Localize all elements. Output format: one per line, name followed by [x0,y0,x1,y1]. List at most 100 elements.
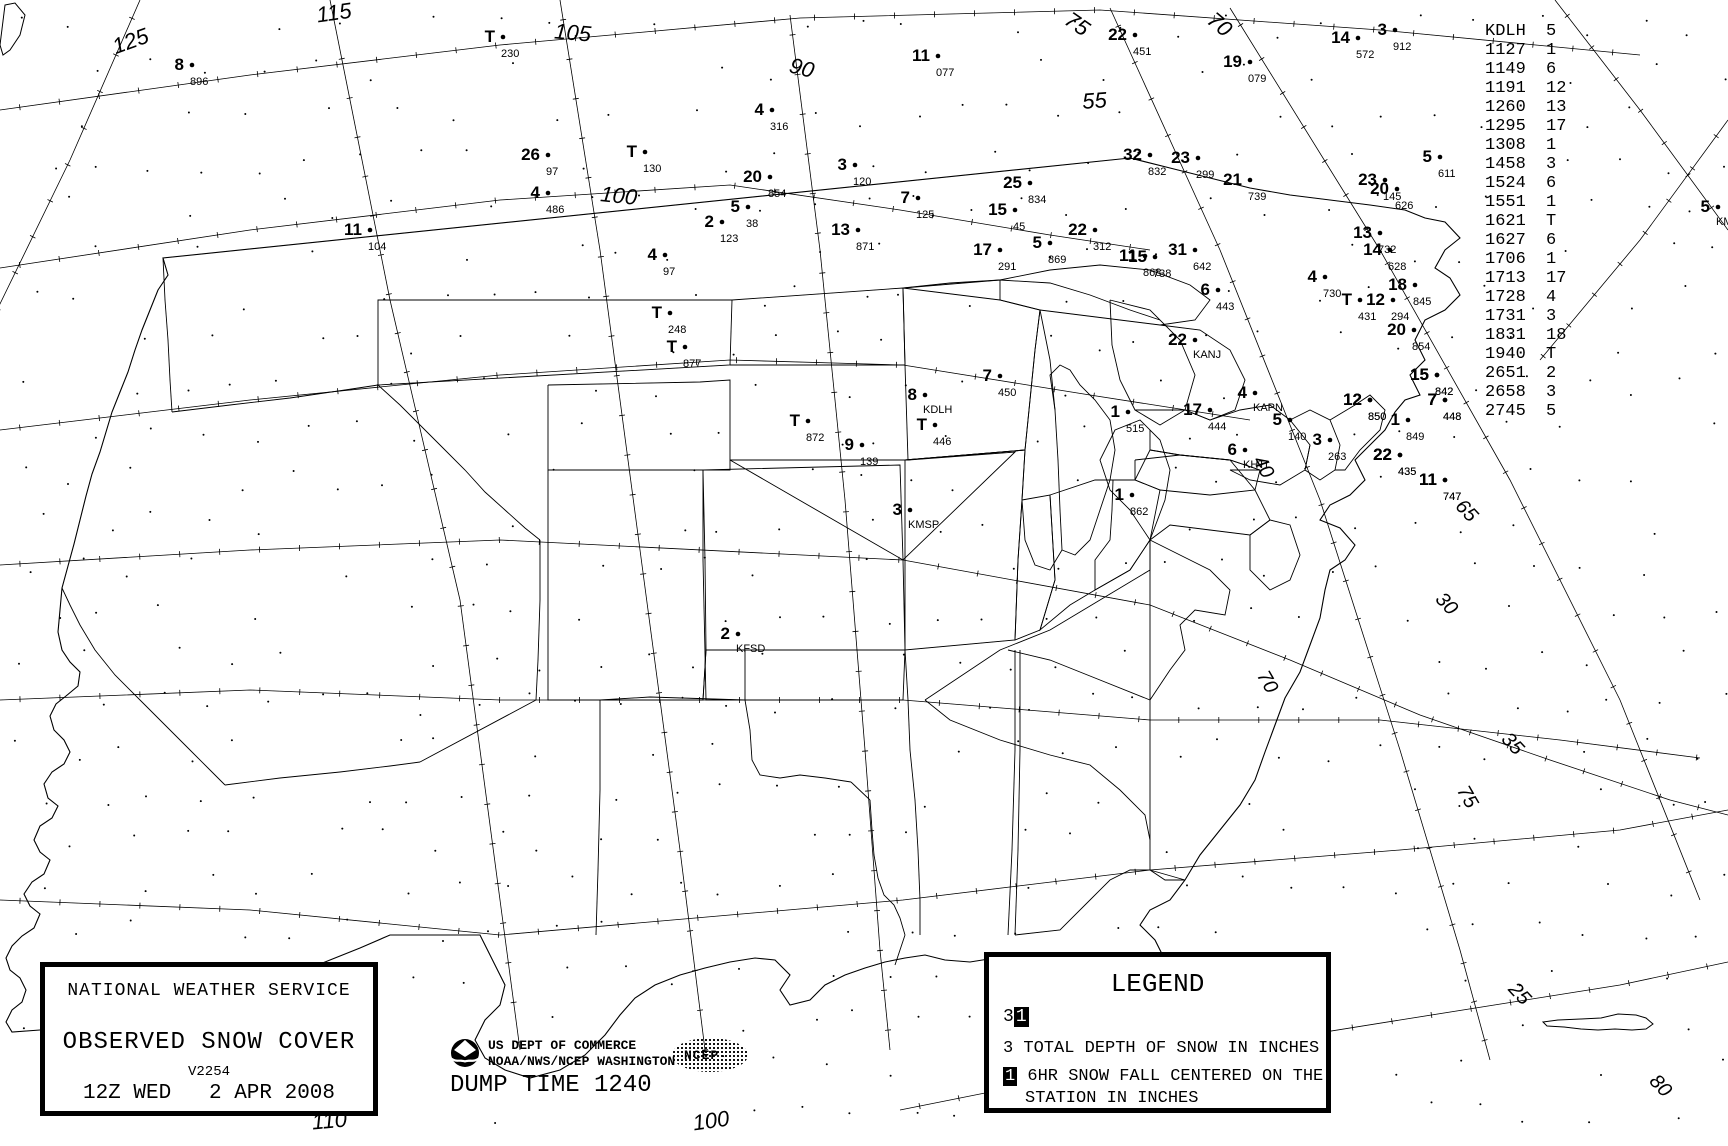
svg-text:26: 26 [521,145,540,164]
svg-text:230: 230 [501,48,519,60]
svg-text:130: 130 [643,163,661,175]
svg-text:T: T [1342,290,1353,309]
svg-text:4: 4 [755,100,765,119]
svg-text:38: 38 [746,218,758,230]
svg-text:8: 8 [908,385,917,404]
svg-text:1: 1 [1115,485,1124,504]
svg-text:2: 2 [721,624,730,643]
svg-text:312: 312 [1093,241,1111,253]
svg-text:11: 11 [912,46,930,65]
svg-text:KHTL: KHTL [1243,459,1271,471]
svg-text:1: 1 [1111,402,1120,421]
svg-text:T: T [652,303,663,322]
svg-text:KAPN: KAPN [1253,402,1283,414]
svg-text:32: 32 [1123,145,1142,164]
svg-text:21: 21 [1223,170,1242,189]
svg-text:14: 14 [1331,28,1350,47]
svg-text:20: 20 [1370,179,1389,198]
svg-text:11: 11 [1419,470,1437,489]
svg-text:515: 515 [1126,423,1144,435]
svg-text:871: 871 [856,241,874,253]
svg-text:628: 628 [1388,261,1406,273]
svg-text:19: 19 [1223,52,1242,71]
svg-text:7: 7 [901,188,910,207]
svg-text:3: 3 [893,500,902,519]
svg-text:13: 13 [831,220,850,239]
svg-text:896: 896 [190,76,208,88]
svg-text:KMWN: KMWN [1716,216,1728,228]
svg-text:626: 626 [1395,200,1413,212]
svg-text:4: 4 [648,245,658,264]
svg-text:448: 448 [1443,411,1461,423]
svg-text:97: 97 [663,266,675,278]
svg-text:12: 12 [1343,390,1362,409]
svg-text:849: 849 [1406,431,1424,443]
svg-text:5: 5 [1423,147,1432,166]
svg-text:3: 3 [838,155,847,174]
svg-text:55: 55 [1081,87,1108,114]
svg-text:KDLH: KDLH [923,404,952,416]
svg-text:104: 104 [368,241,386,253]
svg-text:862: 862 [1130,506,1148,518]
svg-text:872: 872 [806,432,824,444]
svg-text:077: 077 [936,67,954,79]
svg-text:105: 105 [553,18,593,46]
svg-text:854: 854 [1412,341,1430,353]
svg-text:11: 11 [344,220,362,239]
svg-text:4: 4 [531,183,541,202]
svg-text:KANJ: KANJ [1193,349,1221,361]
svg-text:079: 079 [1248,73,1266,85]
svg-text:22: 22 [1108,25,1127,44]
svg-text:15: 15 [1410,365,1429,384]
svg-text:435: 435 [1398,466,1416,478]
svg-text:125: 125 [916,209,934,221]
svg-text:446: 446 [933,436,951,448]
svg-text:7: 7 [983,366,992,385]
svg-text:912: 912 [1393,41,1411,53]
svg-text:20: 20 [743,167,762,186]
svg-text:5: 5 [1033,233,1042,252]
svg-text:842: 842 [1435,386,1453,398]
svg-text:739: 739 [1248,191,1266,203]
svg-text:730: 730 [1323,288,1341,300]
svg-text:120: 120 [853,176,871,188]
svg-text:T: T [627,142,638,161]
svg-text:1: 1 [1391,410,1400,429]
svg-text:T: T [667,337,678,356]
svg-text:834: 834 [1028,194,1046,206]
svg-text:451: 451 [1133,46,1151,58]
svg-text:45: 45 [1013,221,1025,233]
svg-text:12: 12 [1366,290,1385,309]
svg-text:31: 31 [1168,240,1187,259]
svg-text:25: 25 [1003,173,1022,192]
svg-text:316: 316 [770,121,788,133]
svg-text:299: 299 [1196,169,1214,181]
svg-text:444: 444 [1208,421,1226,433]
svg-text:140: 140 [1288,431,1306,443]
svg-text:6: 6 [1201,280,1210,299]
svg-text:2: 2 [705,212,714,231]
svg-text:850: 850 [1368,411,1386,423]
svg-text:8: 8 [175,55,184,74]
svg-text:294: 294 [1391,311,1409,323]
svg-text:T: T [790,411,801,430]
svg-text:845: 845 [1413,296,1431,308]
svg-text:877: 877 [683,358,701,370]
svg-text:747: 747 [1443,491,1461,503]
svg-text:738: 738 [1153,268,1171,280]
svg-text:443: 443 [1216,301,1234,313]
svg-text:22: 22 [1373,445,1392,464]
svg-text:18: 18 [1388,275,1407,294]
svg-text:832: 832 [1148,166,1166,178]
svg-text:291: 291 [998,261,1016,273]
svg-text:100: 100 [599,181,639,210]
svg-text:4: 4 [1238,383,1248,402]
svg-text:3: 3 [1378,20,1387,39]
svg-text:KFSD: KFSD [736,643,765,655]
svg-text:572: 572 [1356,49,1374,61]
svg-text:100: 100 [691,1106,732,1136]
svg-text:T: T [917,415,928,434]
svg-text:450: 450 [998,387,1016,399]
svg-text:14: 14 [1363,240,1382,259]
svg-text:431: 431 [1358,311,1376,323]
